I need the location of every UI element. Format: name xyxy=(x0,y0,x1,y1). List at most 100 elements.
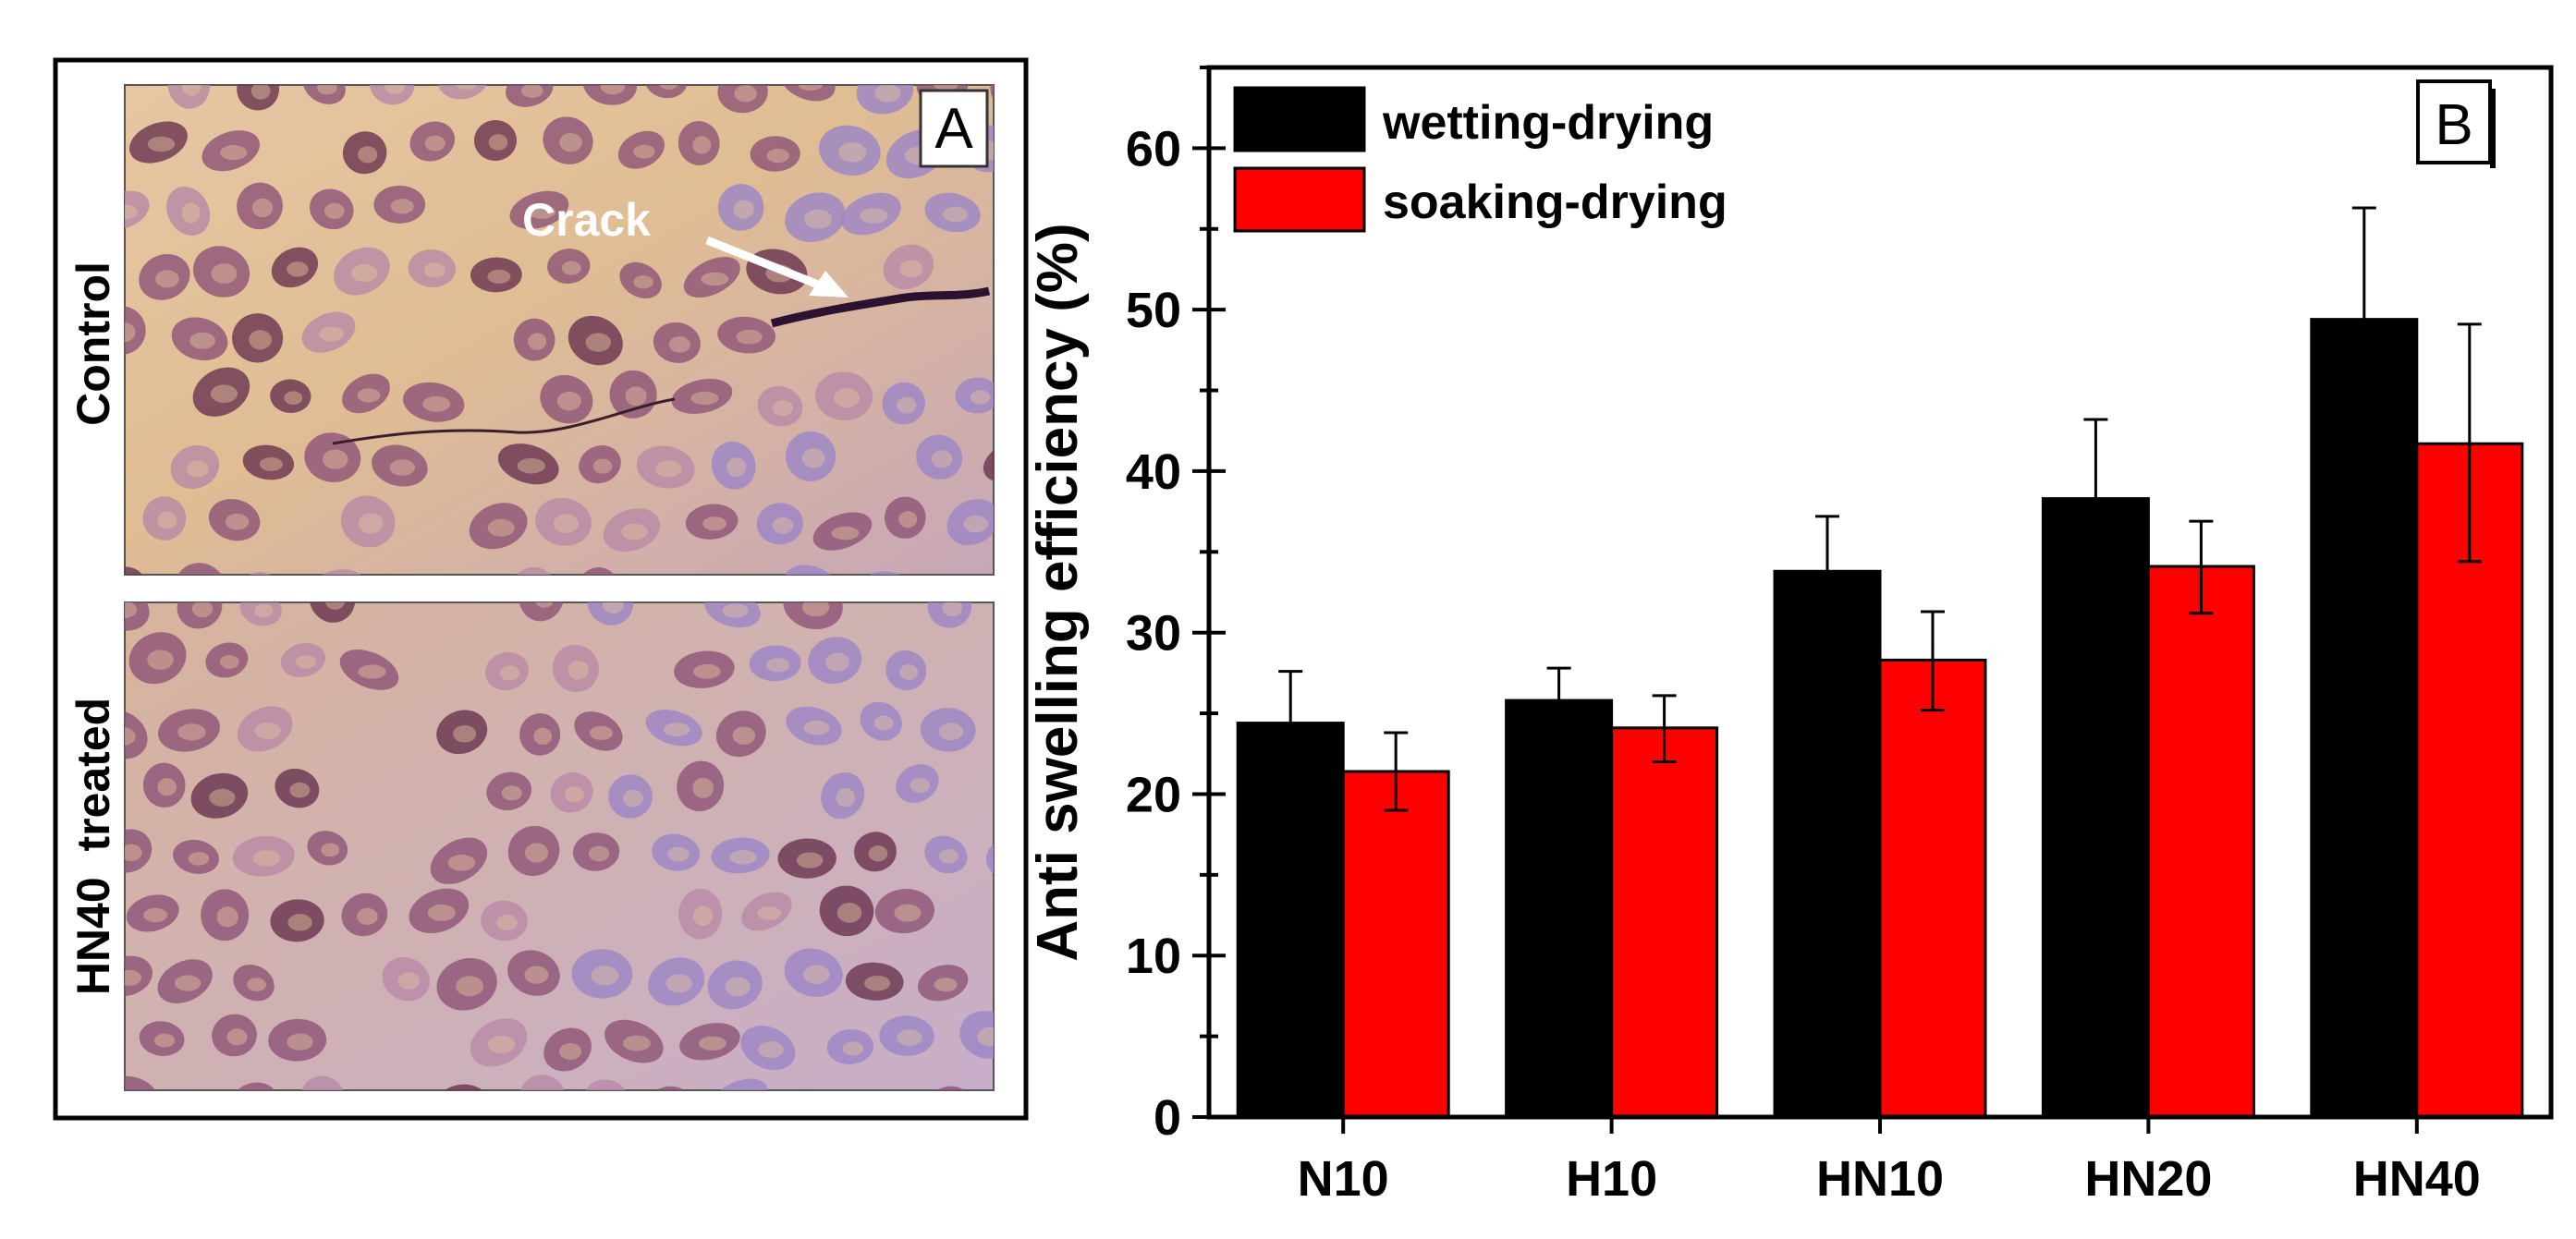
cell-blob xyxy=(740,1026,796,1071)
cell-blob xyxy=(268,1018,327,1062)
cell-blob xyxy=(821,771,865,820)
cell-blob xyxy=(299,1075,347,1090)
cell-blob xyxy=(582,85,637,105)
cell-blob xyxy=(784,948,843,997)
cell-blob xyxy=(845,962,904,1001)
cell-lumen xyxy=(592,458,613,474)
cell-lumen xyxy=(561,261,581,275)
cell-blob xyxy=(543,116,593,164)
cell-lumen xyxy=(254,722,281,740)
y-axis-ticks: 0 10 20 30 40 50 60 xyxy=(1126,66,1226,1146)
cell-blob xyxy=(679,1023,740,1061)
cell-lumen xyxy=(864,976,891,991)
cell-lumen xyxy=(801,448,825,468)
bar-wetting-drying-H10 xyxy=(1505,698,1614,1119)
cell-blob xyxy=(587,602,634,626)
cell-lumen xyxy=(772,516,794,534)
cell-lumen xyxy=(803,720,830,735)
y-tick-label: 20 xyxy=(1126,767,1181,822)
panel-b-label: B xyxy=(2435,93,2472,157)
cell-blob xyxy=(173,839,219,874)
cell-lumen xyxy=(693,663,721,679)
cell-lumen xyxy=(226,1028,248,1046)
cell-lumen xyxy=(899,260,923,278)
panel-b-label-box-shadow xyxy=(2490,89,2496,168)
cell-lumen xyxy=(622,1035,651,1051)
cell-blob xyxy=(711,441,756,490)
bar-wetting-drying-N10 xyxy=(1236,722,1345,1119)
cell-blob xyxy=(497,443,559,485)
cell-lumen xyxy=(143,907,168,923)
cell-blob xyxy=(819,885,874,937)
cell-lumen xyxy=(556,391,581,411)
cell-lumen xyxy=(733,200,754,219)
cell-lumen xyxy=(520,85,543,98)
cell-lumen xyxy=(181,202,201,224)
cell-lumen xyxy=(496,914,518,931)
cell-blob xyxy=(342,373,390,414)
cell-blob xyxy=(340,495,396,548)
cell-lumen xyxy=(253,603,274,618)
cell-blob xyxy=(927,602,972,628)
cell-blob xyxy=(190,772,249,819)
cell-blob xyxy=(856,85,914,115)
cell-blob xyxy=(583,1079,629,1090)
cell-lumen xyxy=(1032,1042,1057,1058)
cell-lumen xyxy=(423,262,446,278)
cell-blob xyxy=(437,85,489,100)
cell-blob xyxy=(946,499,994,545)
bar-wetting-drying-HN40 xyxy=(2310,318,2419,1119)
cell-lumen xyxy=(898,511,918,528)
cell-blob xyxy=(125,306,146,355)
cell-lumen xyxy=(722,603,749,618)
cell-blob xyxy=(603,508,661,553)
cell-blob xyxy=(513,318,555,361)
cell-lumen xyxy=(488,134,508,151)
x-tick-label: N10 xyxy=(1298,1151,1389,1207)
cell-lumen xyxy=(623,789,643,808)
cell-lumen xyxy=(191,602,214,618)
cell-lumen xyxy=(284,391,303,406)
cell-lumen xyxy=(186,460,209,478)
cell-blob xyxy=(232,835,295,877)
cell-blob xyxy=(208,499,261,541)
crack-arrow-shaft xyxy=(705,236,829,293)
minor-crack-line xyxy=(332,397,676,445)
cell-blob xyxy=(648,957,705,1006)
cell-lumen xyxy=(831,526,860,541)
cell-lumen xyxy=(690,391,719,406)
cell-lumen xyxy=(499,665,520,681)
cell-lumen xyxy=(385,85,406,94)
cell-blob xyxy=(678,121,720,165)
cell-lumen xyxy=(665,974,692,993)
cell-blob xyxy=(780,85,836,102)
cell-blob xyxy=(540,374,593,424)
cell-lumen xyxy=(600,85,626,95)
cell-blob xyxy=(170,444,220,490)
cell-blob xyxy=(171,317,228,361)
cell-blob xyxy=(815,371,873,421)
cell-blob xyxy=(237,182,283,230)
bar-wetting-drying-HN20 xyxy=(2041,497,2150,1119)
cell-blob xyxy=(808,637,862,685)
cell-lumen xyxy=(757,906,782,920)
cell-lumen xyxy=(836,903,862,923)
x-tick-label: HN10 xyxy=(1816,1151,1944,1207)
cell-blob xyxy=(543,1027,592,1072)
cell-lumen xyxy=(357,907,378,926)
cell-blob xyxy=(125,190,150,230)
cell-lumen xyxy=(897,396,917,414)
cell-lumen xyxy=(838,142,867,163)
cell-lumen xyxy=(447,855,476,871)
cell-blob xyxy=(786,431,836,481)
cell-blob xyxy=(125,602,150,631)
cell-lumen xyxy=(621,523,648,541)
cell-lumen xyxy=(154,1033,176,1048)
cell-blob xyxy=(883,244,934,290)
cell-blob xyxy=(242,444,295,480)
cell-lumen xyxy=(323,449,348,469)
cell-blob xyxy=(333,247,390,296)
cell-lumen xyxy=(798,85,824,91)
cell-blob xyxy=(166,186,211,236)
cell-lumen xyxy=(321,843,340,857)
